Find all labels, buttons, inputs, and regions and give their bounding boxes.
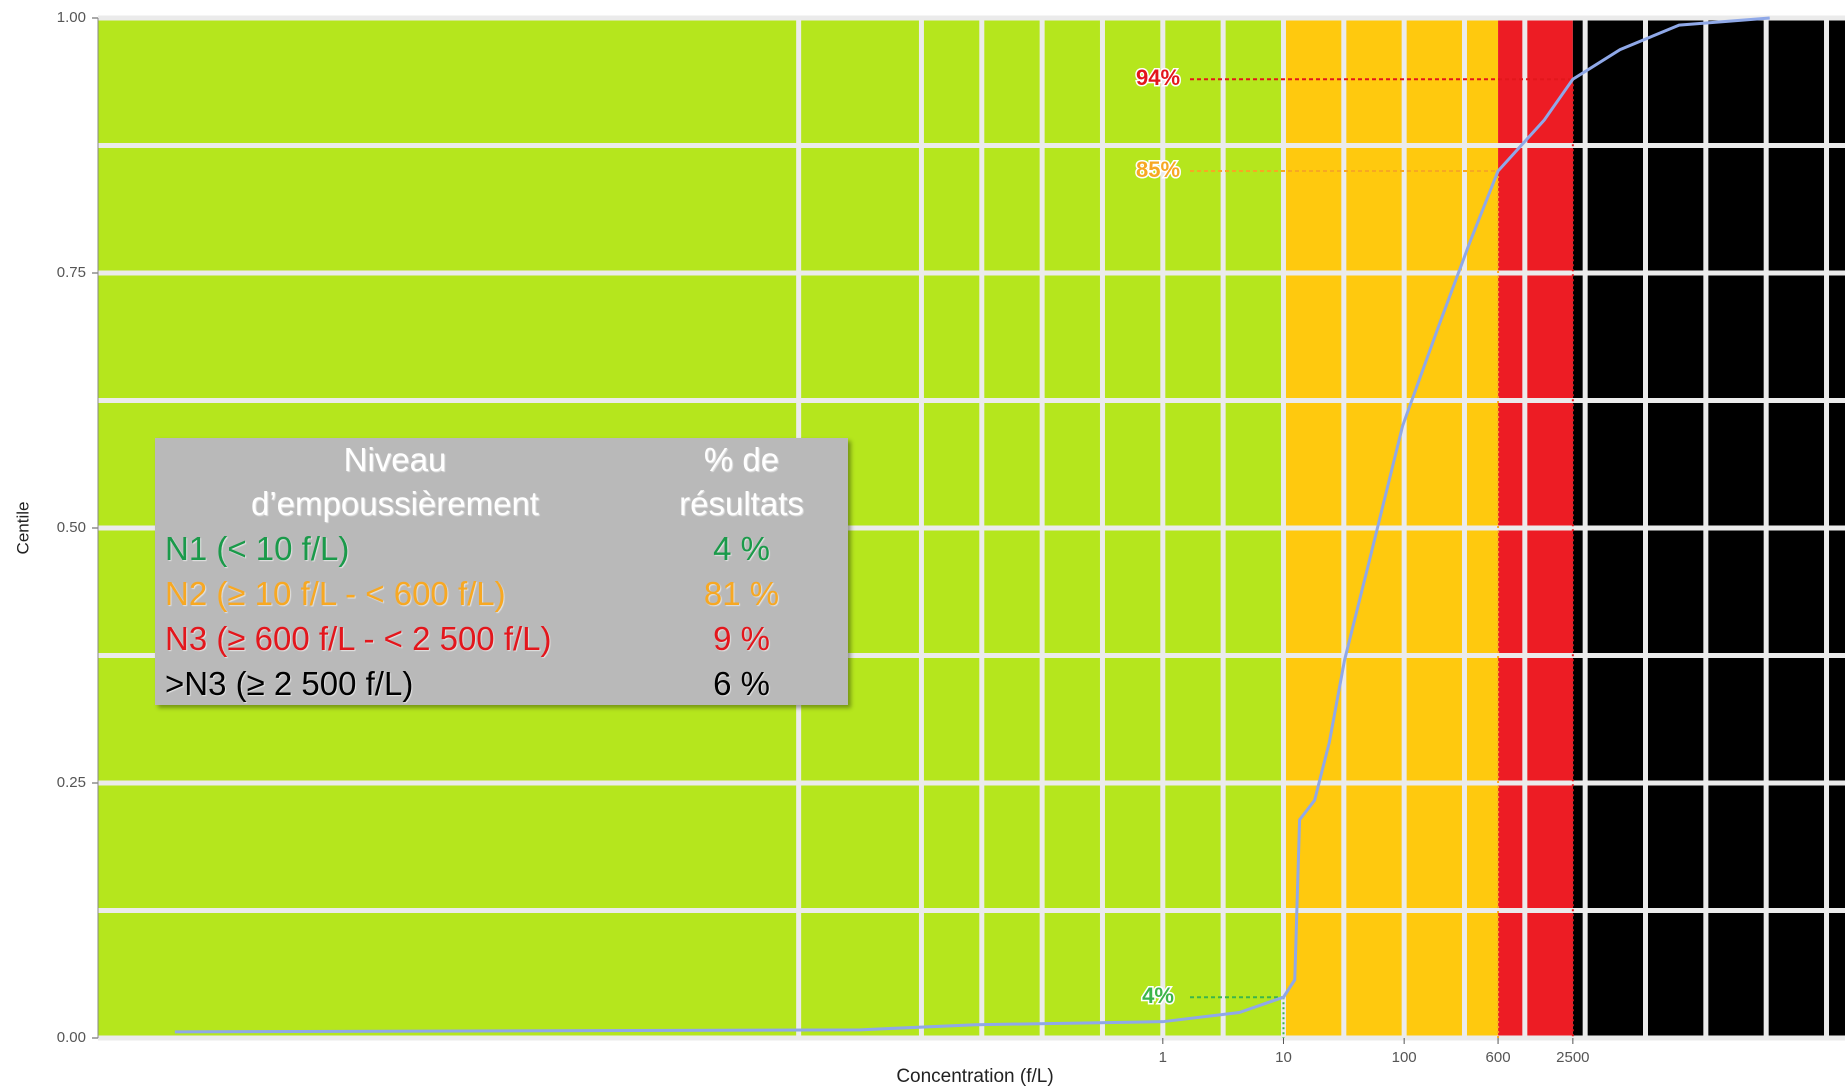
- table-row: N2 (≥ 10 f/L - < 600 f/L) 81 %: [155, 571, 848, 616]
- annotation-label: 85%: [1136, 157, 1180, 182]
- table-row: N1 (< 10 f/L) 4 %: [155, 526, 848, 571]
- table-body: N1 (< 10 f/L) 4 % N2 (≥ 10 f/L - < 600 f/L…: [155, 526, 848, 706]
- table-header: Niveau d’empoussièrement % de résultats: [155, 438, 848, 526]
- table-cell: N1 (< 10 f/L): [165, 530, 350, 567]
- y-tick-label: 0.75: [57, 264, 86, 281]
- y-tick-label: 0.00: [57, 1029, 86, 1046]
- table-cell: N3 (≥ 600 f/L - < 2 500 f/L): [165, 620, 552, 657]
- header-cell: Niveau d’empoussièrement: [155, 438, 635, 526]
- table-row: >N3 (≥ 2 500 f/L) 6 %: [155, 661, 848, 706]
- x-tick-label: 2500: [1556, 1049, 1589, 1066]
- table-row: N3 (≥ 600 f/L - < 2 500 f/L) 9 %: [155, 616, 848, 661]
- legend-table: Niveau d’empoussièrement % de résultats N1…: [155, 438, 848, 705]
- table-cell: N2 (≥ 10 f/L - < 600 f/L): [165, 575, 506, 612]
- y-tick-label: 1.00: [57, 9, 86, 26]
- table-cell: 9 %: [713, 620, 770, 657]
- x-tick-label: 600: [1486, 1049, 1511, 1066]
- x-tick-label: 1: [1159, 1049, 1167, 1066]
- y-tick-label: 0.25: [57, 774, 86, 791]
- header-text: d’empoussièrement: [251, 485, 539, 522]
- annotation-label: 4%: [1142, 983, 1174, 1008]
- x-tick-label: 10: [1275, 1049, 1292, 1066]
- y-tick-label: 0.50: [57, 519, 86, 536]
- table-cell: 6 %: [713, 665, 770, 702]
- x-axis-label: Concentration (f/L): [896, 1066, 1053, 1087]
- header-text: Niveau: [343, 441, 447, 478]
- header-cell: % de résultats: [635, 438, 848, 526]
- table-cell: 81 %: [703, 575, 780, 612]
- header-text: % de: [703, 441, 780, 478]
- table-cell: 4 %: [713, 530, 770, 567]
- header-text: résultats: [679, 485, 804, 522]
- y-axis-label: Centile: [13, 502, 32, 555]
- annotation-label: 94%: [1136, 65, 1180, 90]
- ecdf-line: [174, 16, 1770, 1034]
- x-tick-label: 100: [1392, 1049, 1417, 1066]
- table-cell: >N3 (≥ 2 500 f/L): [165, 665, 414, 702]
